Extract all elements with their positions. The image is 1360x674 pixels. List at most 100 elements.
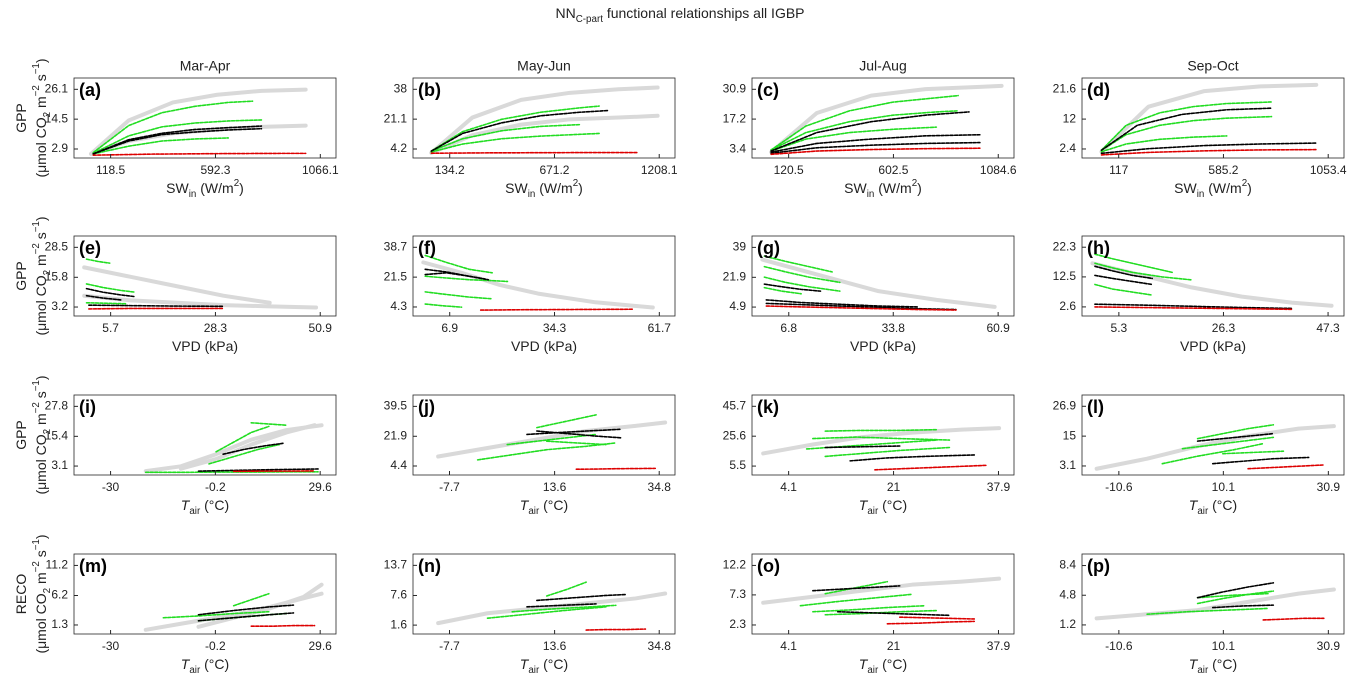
- series-line: [1100, 148, 1318, 156]
- series-line: [511, 604, 617, 613]
- series-line: [92, 152, 307, 156]
- x-tick-label: 585.2: [1208, 163, 1238, 177]
- label-part: (μmol CO: [33, 117, 49, 177]
- series-line: [575, 467, 657, 471]
- label-part: T: [859, 497, 869, 513]
- series-line: [436, 420, 668, 459]
- series-group: [436, 414, 668, 471]
- series-line: [1094, 283, 1154, 296]
- label-part: m: [33, 96, 49, 112]
- series-line: [770, 110, 959, 151]
- series-line: [250, 624, 316, 627]
- label-part: ): [239, 180, 244, 196]
- x-tick-label: -7.7: [439, 639, 460, 653]
- series-line: [92, 127, 263, 155]
- series-line: [1196, 582, 1275, 599]
- series-line: [760, 257, 997, 309]
- label-part: T: [181, 497, 191, 513]
- label-part: (°C): [878, 656, 907, 672]
- series-line: [430, 105, 600, 152]
- y-tick-label: 12.5: [1053, 269, 1077, 283]
- y-tick-label: 26.9: [1053, 398, 1077, 412]
- series-line: [479, 308, 635, 311]
- label-part: 2: [912, 178, 917, 189]
- series-line: [197, 468, 319, 472]
- label-part: GPP: [13, 261, 29, 291]
- series-line: [536, 414, 597, 429]
- y-tick-label: 25.6: [723, 428, 747, 442]
- series-group: [143, 421, 324, 474]
- y-axis-label: (μmol CO2 m−2 s−1): [31, 534, 53, 653]
- series-line: [421, 260, 655, 310]
- series-line: [424, 254, 493, 274]
- axes-box: [73, 553, 337, 635]
- label-part: (W/m: [196, 180, 233, 196]
- series-group: [421, 254, 655, 311]
- y-tick-label: 7.3: [729, 587, 746, 601]
- series-line: [1262, 617, 1325, 621]
- axes-box: [73, 77, 337, 159]
- series-line: [1196, 432, 1275, 442]
- series-line: [761, 576, 1002, 605]
- series-line: [1100, 142, 1318, 155]
- series-line: [1100, 135, 1228, 153]
- label-part: T: [520, 497, 530, 513]
- label-part: SW: [505, 180, 528, 196]
- series-line: [824, 446, 951, 458]
- x-tick-label: 28.3: [204, 321, 228, 335]
- y-tick-label: 45.7: [723, 398, 747, 412]
- label-part: air: [528, 665, 540, 674]
- series-line: [89, 87, 308, 156]
- label-part: (°C): [200, 656, 229, 672]
- label-part: ): [33, 216, 49, 221]
- x-tick-label: -0.2: [205, 480, 226, 494]
- x-tick-label: -10.6: [1105, 639, 1133, 653]
- label-part: (°C): [539, 497, 568, 513]
- label-part: in: [189, 189, 197, 200]
- series-line: [430, 109, 610, 152]
- series-line: [85, 258, 111, 264]
- series-line: [765, 302, 957, 311]
- series-line: [1094, 303, 1293, 310]
- series-line: [424, 271, 486, 280]
- plot-area: [74, 554, 336, 634]
- series-line: [82, 293, 319, 310]
- x-tick-label: -30: [102, 480, 120, 494]
- axes-box: [751, 77, 1015, 159]
- x-tick-label: -0.2: [205, 639, 226, 653]
- y-tick-label: 21.9: [723, 269, 747, 283]
- series-line: [88, 304, 225, 308]
- series-group: [761, 576, 1002, 625]
- label-part: GPP: [13, 420, 29, 450]
- x-tick-label: 1053.4: [1310, 163, 1347, 177]
- panel-title: May-Jun: [517, 58, 571, 74]
- y-tick-label: 4.3: [390, 299, 407, 313]
- x-tick-label: 29.6: [308, 639, 332, 653]
- series-group: [761, 426, 1002, 471]
- series-line: [1094, 253, 1173, 274]
- label-part: (W/m: [1204, 180, 1241, 196]
- x-tick-label: 10.1: [1212, 639, 1236, 653]
- series-line: [1094, 274, 1154, 286]
- series-line: [215, 425, 270, 453]
- series-line: [424, 275, 509, 283]
- panel: 117 585.2 1053.4 2.4 12 21.6 Sep-Oct (d) SWin (W…: [1053, 58, 1347, 200]
- series-line: [424, 291, 493, 300]
- x-tick-label: 30.9: [1317, 480, 1341, 494]
- series-line: [85, 283, 137, 293]
- series-line: [824, 428, 938, 432]
- label-part: (μmol CO: [33, 275, 49, 335]
- series-line: [476, 442, 617, 461]
- series-line: [1100, 107, 1273, 152]
- label-part: (°C): [1208, 656, 1237, 672]
- y-tick-label: 30.9: [723, 81, 747, 95]
- x-axis-label: Tair (°C): [859, 497, 907, 517]
- series-line: [208, 443, 281, 465]
- series-line: [92, 119, 263, 155]
- series-line: [874, 464, 988, 471]
- x-axis-label: VPD (kPa): [850, 338, 916, 354]
- x-tick-label: 26.3: [1212, 321, 1236, 335]
- label-part: air: [1197, 665, 1209, 674]
- plot-area: [413, 395, 675, 475]
- series-line: [526, 428, 622, 436]
